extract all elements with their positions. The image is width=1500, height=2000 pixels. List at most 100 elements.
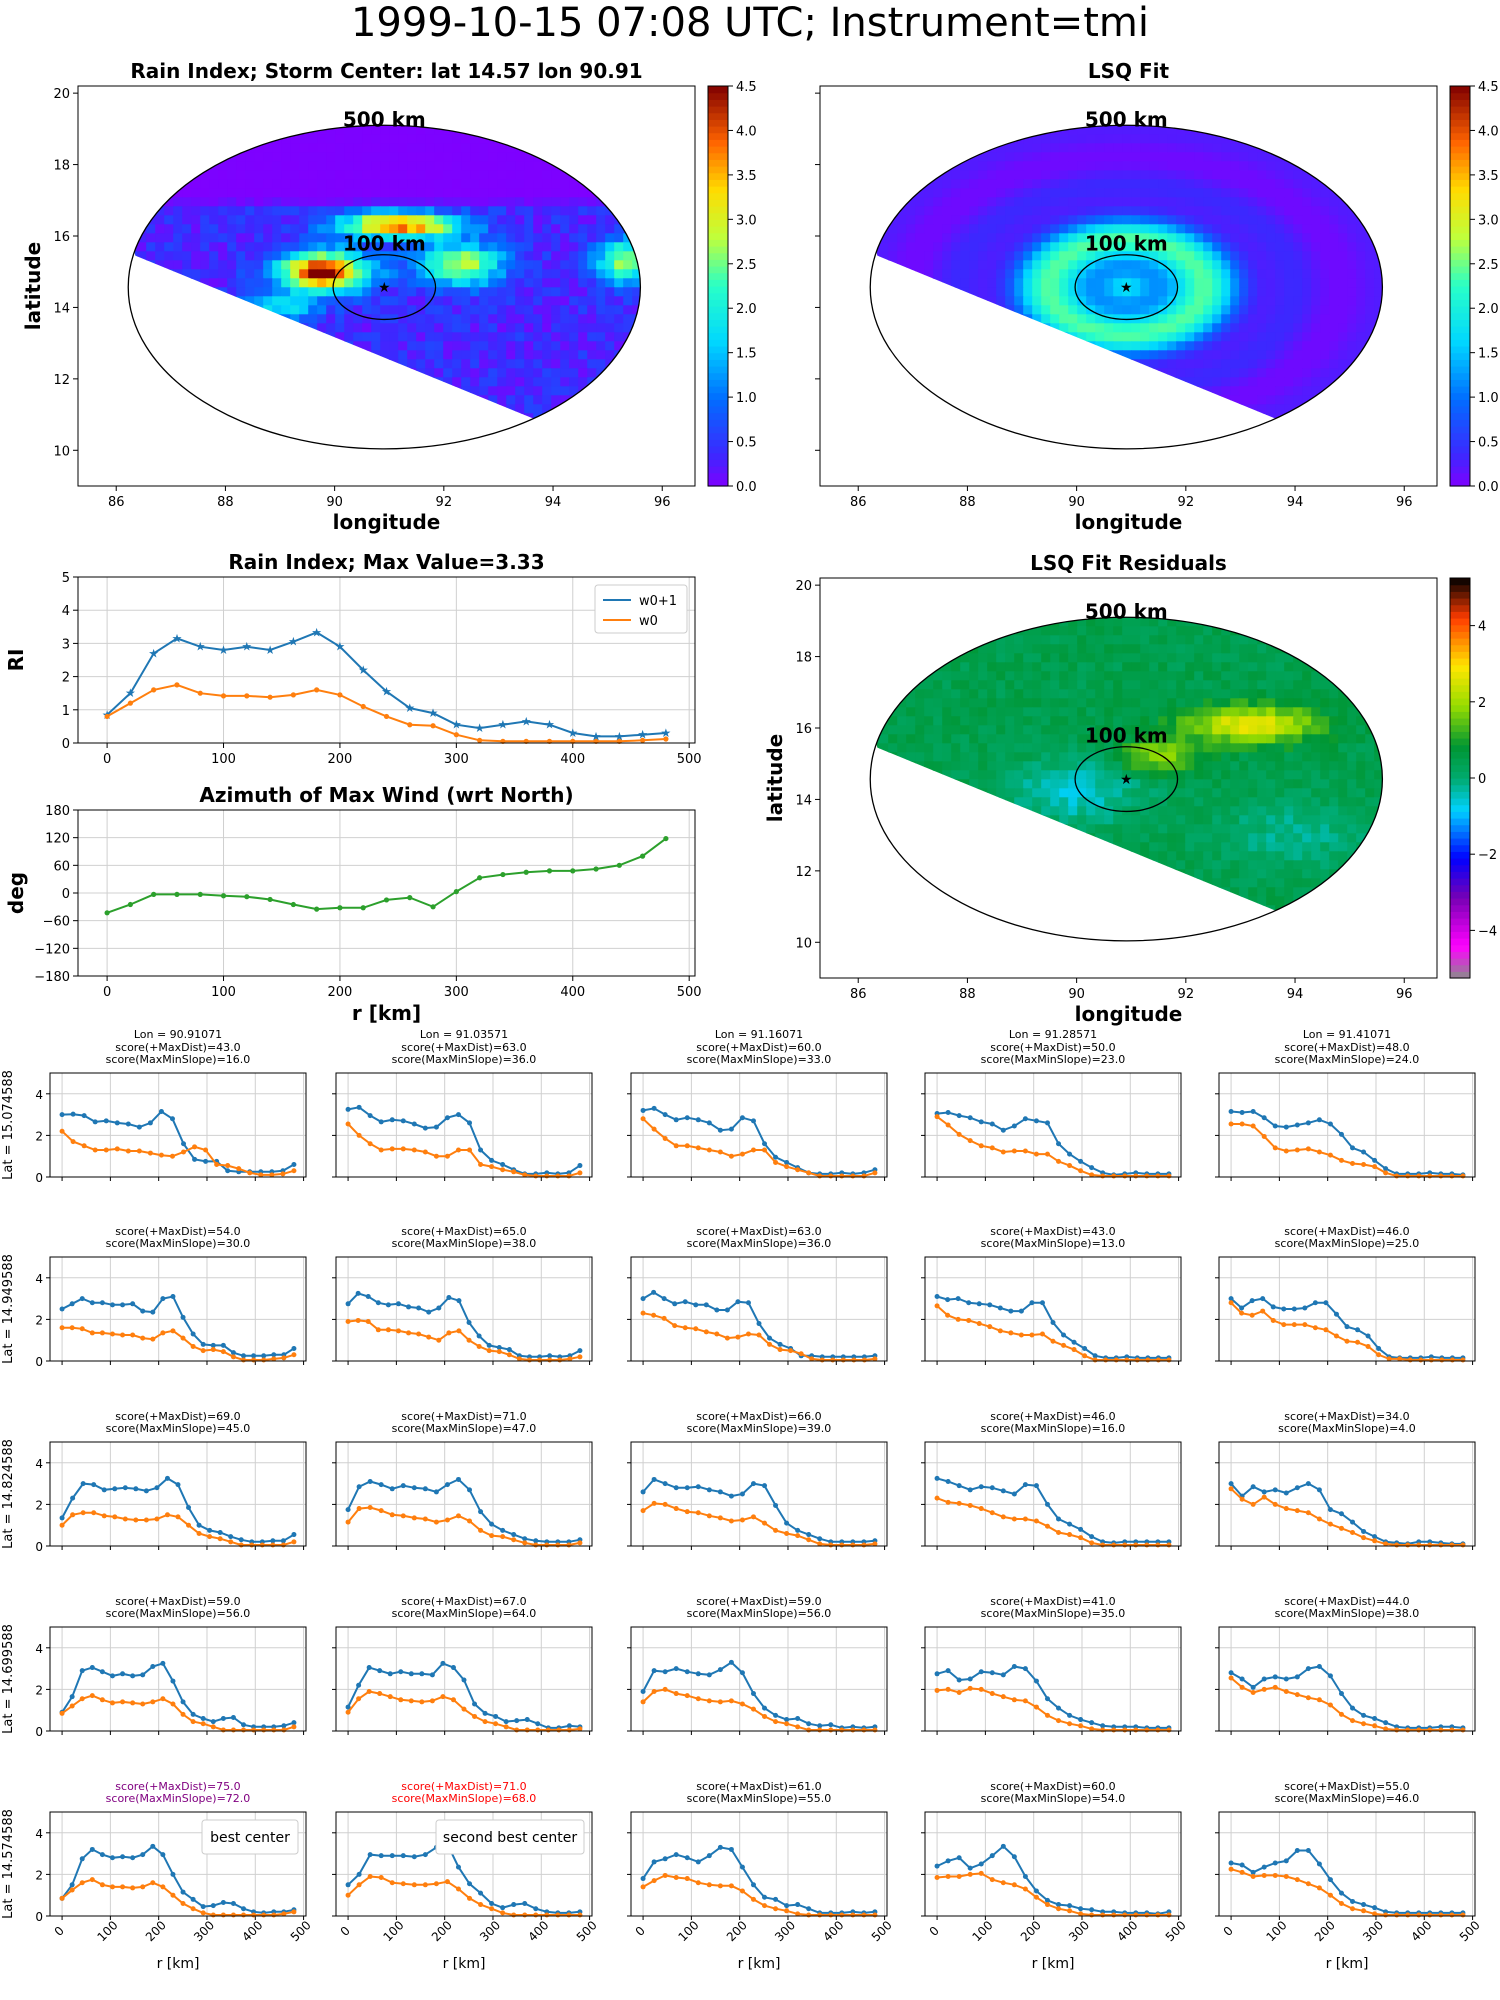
- colorbar-cell: [1450, 366, 1470, 374]
- heatmap-cell: [1140, 278, 1150, 288]
- heatmap-cell: [1014, 170, 1024, 180]
- heatmap-cell: [263, 206, 273, 216]
- heatmap-cell: [1293, 359, 1303, 369]
- heatmap-cell: [479, 440, 489, 449]
- heatmap-cell: [1239, 260, 1249, 270]
- colorbar-frame: [1449, 85, 1471, 487]
- heatmap-cell: [1086, 188, 1096, 198]
- heatmap-cell: [1158, 233, 1168, 243]
- heatmap-cell: [1293, 278, 1303, 288]
- heatmap-cell: [488, 188, 498, 198]
- heatmap-cell: [191, 296, 201, 306]
- heatmap-cell: [1014, 242, 1024, 252]
- heatmap-cell: [155, 350, 165, 360]
- heatmap-cell: [1221, 134, 1231, 144]
- heatmap-cell: [924, 260, 934, 270]
- heatmap-cell: [380, 134, 390, 144]
- heatmap-cell: [398, 134, 408, 144]
- heatmap-cell: [1068, 188, 1078, 198]
- heatmap-cell: [1293, 671, 1303, 681]
- heatmap-cell: [497, 305, 507, 315]
- heatmap-cell: [371, 413, 381, 423]
- heatmap-cell: [506, 278, 516, 288]
- heatmap-cell: [569, 377, 579, 387]
- heatmap-cell: [560, 251, 570, 261]
- heatmap-cell: [1212, 359, 1222, 369]
- heatmap-cell: [254, 296, 264, 306]
- heatmap-cell: [987, 413, 997, 423]
- heatmap-cell: [1356, 314, 1366, 324]
- heatmap-cell: [209, 386, 219, 396]
- heatmap-cell: [515, 188, 525, 198]
- heatmap-cell: [137, 314, 147, 324]
- heatmap-cell: [1086, 368, 1096, 378]
- heatmap-cell: [614, 287, 624, 297]
- heatmap-cell: [1077, 644, 1087, 654]
- heatmap-cell: [353, 305, 363, 315]
- heatmap-cell: [344, 215, 354, 225]
- heatmap-cell: [1356, 422, 1366, 432]
- heatmap-cell: [1239, 341, 1249, 351]
- heatmap-cell: [933, 305, 943, 315]
- heatmap-cell: [1284, 179, 1294, 189]
- heatmap-cell: [1113, 125, 1123, 135]
- heatmap-cell: [1329, 644, 1339, 654]
- heatmap-cell: [443, 179, 453, 189]
- heatmap-cell: [443, 413, 453, 423]
- heatmap-cell: [1194, 680, 1204, 690]
- heatmap-cell: [1095, 152, 1105, 162]
- heatmap-cell: [924, 341, 934, 351]
- heatmap-cell: [218, 170, 228, 180]
- heatmap-cell: [1221, 422, 1231, 432]
- heatmap-cell: [317, 431, 327, 441]
- heatmap-cell: [1059, 671, 1069, 681]
- heatmap-cell: [1041, 698, 1051, 708]
- heatmap-cell: [1338, 251, 1348, 261]
- heatmap-cell: [1347, 689, 1357, 699]
- heatmap-cell: [960, 269, 970, 279]
- heatmap-cell: [1374, 260, 1383, 270]
- heatmap-cell: [1131, 698, 1141, 708]
- heatmap-cell: [924, 431, 934, 441]
- heatmap-cell: [1068, 143, 1078, 153]
- heatmap-cell: [317, 323, 327, 333]
- heatmap-cell: [218, 287, 228, 297]
- heatmap-cell: [1104, 653, 1114, 663]
- heatmap-cell: [1041, 404, 1051, 414]
- heatmap-cell: [290, 287, 300, 297]
- heatmap-cell: [1356, 680, 1366, 690]
- heatmap-cell: [173, 332, 183, 342]
- colorbar-cell: [1450, 452, 1470, 460]
- heatmap-cell: [1347, 197, 1357, 207]
- heatmap-cell: [1086, 269, 1096, 279]
- heatmap-cell: [1140, 206, 1150, 216]
- heatmap-cell: [1185, 134, 1195, 144]
- heatmap-cell: [1338, 134, 1348, 144]
- heatmap-cell: [1050, 359, 1060, 369]
- heatmap-cell: [353, 188, 363, 198]
- heatmap-cell: [596, 305, 606, 315]
- heatmap-cell: [888, 395, 898, 405]
- heatmap-cell: [951, 707, 961, 717]
- heatmap-cell: [263, 332, 273, 342]
- heatmap-cell: [1131, 404, 1141, 414]
- heatmap-cell: [551, 287, 561, 297]
- heatmap-cell: [1248, 644, 1258, 654]
- heatmap-cell: [978, 242, 988, 252]
- heatmap-cell: [452, 332, 462, 342]
- heatmap-cell: [1158, 689, 1168, 699]
- heatmap-cell: [254, 170, 264, 180]
- heatmap-cell: [1113, 431, 1123, 441]
- heatmap-cell: [533, 179, 543, 189]
- heatmap-cell: [1041, 143, 1051, 153]
- heatmap-cell: [551, 179, 561, 189]
- heatmap-cell: [1230, 698, 1240, 708]
- heatmap-cell: [897, 431, 907, 441]
- heatmap-cell: [452, 431, 462, 441]
- heatmap-cell: [1185, 377, 1195, 387]
- heatmap-cell: [497, 152, 507, 162]
- heatmap-cell: [1320, 314, 1330, 324]
- map-ylabel: latitude: [21, 242, 45, 330]
- heatmap-cell: [906, 716, 916, 726]
- heatmap-cell: [1320, 395, 1330, 405]
